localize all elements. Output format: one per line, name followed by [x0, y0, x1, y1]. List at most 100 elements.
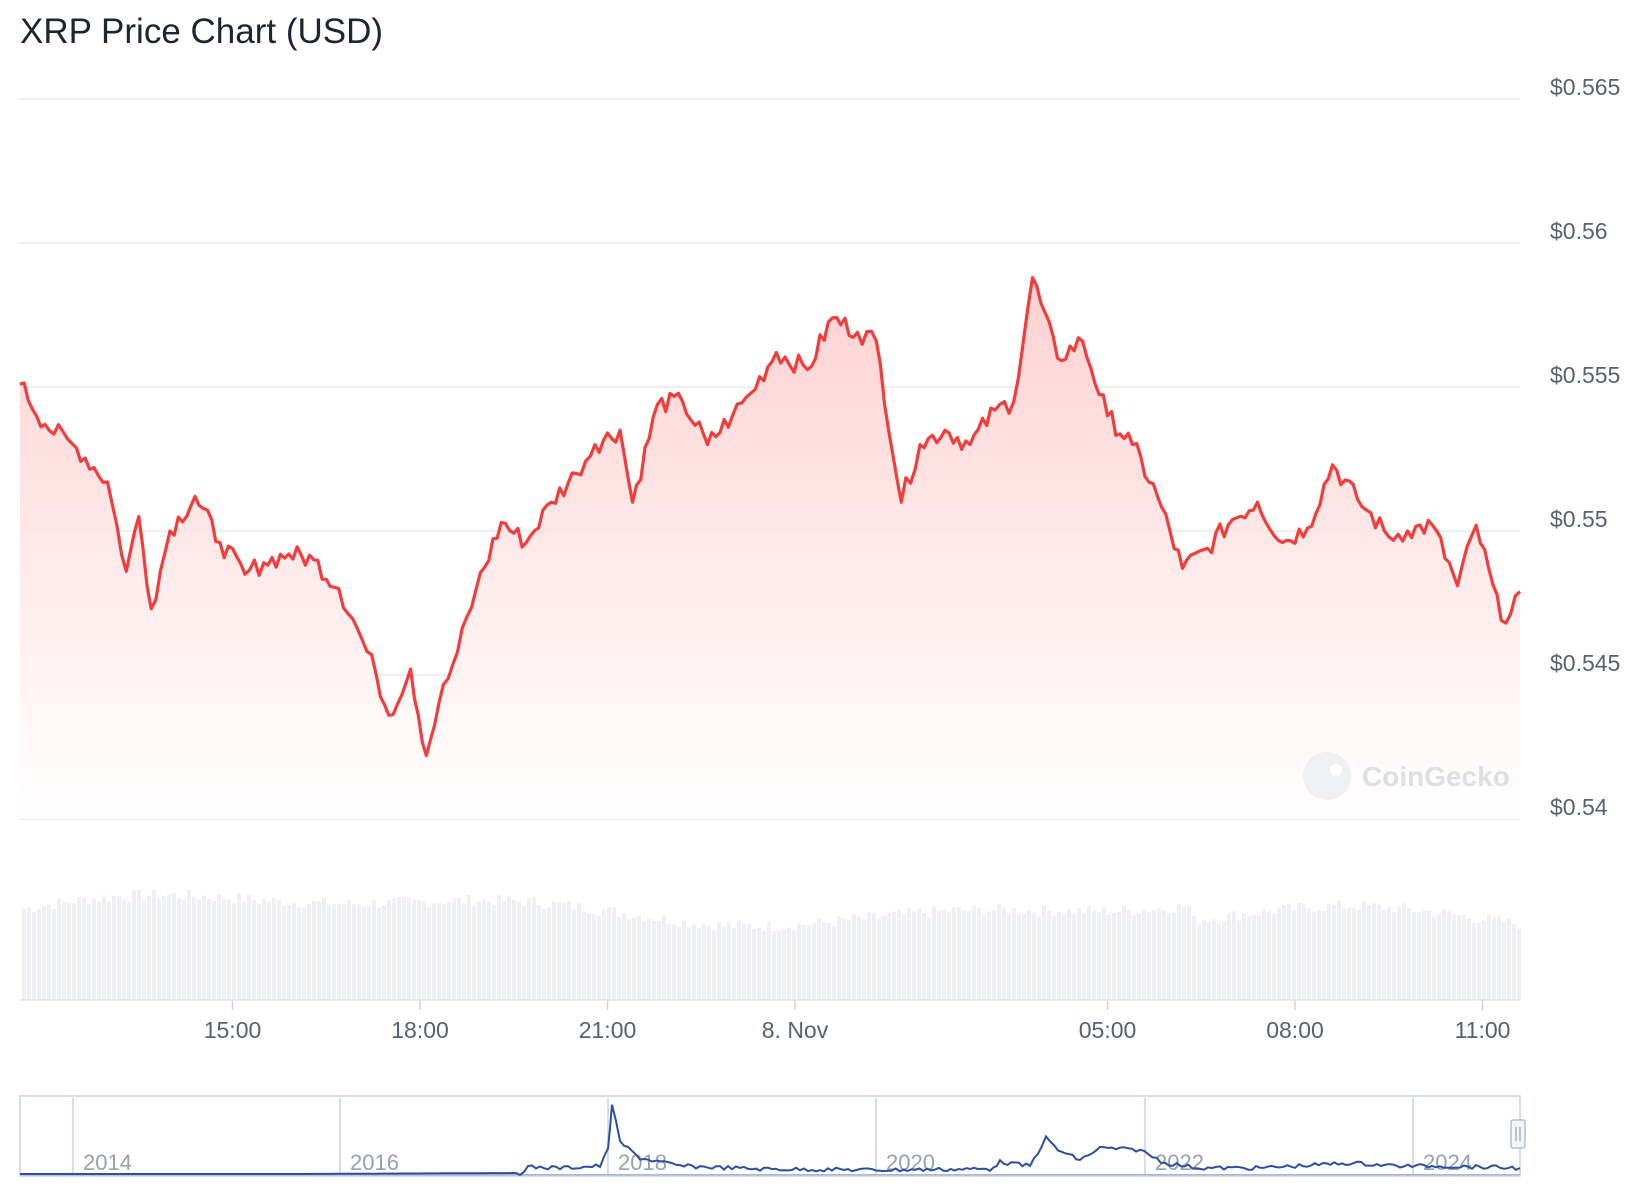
volume-bar: [477, 902, 481, 1000]
volume-bar: [1022, 913, 1026, 1000]
volume-bar: [1192, 915, 1196, 1000]
volume-bar: [127, 901, 131, 1000]
volume-bar: [462, 903, 466, 1000]
volume-bar: [1222, 921, 1226, 1000]
volume-bar: [872, 912, 876, 1000]
volume-bar: [882, 916, 886, 1000]
volume-bar: [1332, 905, 1336, 1000]
volume-bar: [1307, 908, 1311, 1000]
y-tick-label: $0.55: [1550, 506, 1608, 532]
volume-bar: [367, 906, 371, 1000]
volume-bar: [1362, 901, 1366, 1000]
volume-bar: [237, 893, 241, 1000]
volume-bar: [222, 899, 226, 1000]
volume-bar: [1422, 910, 1426, 1000]
coingecko-logo-eye: [1330, 764, 1342, 776]
volume-bar: [562, 903, 566, 1000]
price-line-path[interactable]: [19, 276, 1522, 758]
price-line[interactable]: [19, 276, 1522, 758]
volume-bar: [47, 904, 51, 1000]
volume-bar: [387, 899, 391, 1000]
volume-bar: [1452, 914, 1456, 1000]
volume-bar: [792, 930, 796, 1000]
volume-bar: [392, 898, 396, 1000]
volume-bar: [687, 927, 691, 1000]
volume-bar: [177, 897, 181, 1000]
volume-bar: [467, 894, 471, 1000]
volume-bar: [932, 906, 936, 1000]
volume-bar: [662, 915, 666, 1000]
volume-bar: [77, 896, 81, 1000]
volume-bar: [327, 905, 331, 1000]
volume-bar: [1072, 914, 1076, 1000]
volume-bar: [307, 903, 311, 1000]
volume-bar: [1257, 915, 1261, 1000]
volume-bar: [1207, 922, 1211, 1000]
volume-bar: [1177, 904, 1181, 1000]
volume-bar: [657, 921, 661, 1000]
volume-bar: [702, 924, 706, 1000]
volume-bar: [32, 911, 36, 1000]
volume-bar: [972, 905, 976, 1000]
volume-bar: [167, 894, 171, 1000]
volume-bar: [1507, 918, 1511, 1000]
volume-bar: [487, 901, 491, 1000]
volume-bar: [1317, 910, 1321, 1000]
volume-bar: [492, 905, 496, 1000]
volume-bar: [217, 893, 221, 1000]
volume-bar: [927, 917, 931, 1000]
volume-bar: [782, 929, 786, 1000]
volume-bar: [807, 925, 811, 1000]
volume-bar: [42, 906, 46, 1000]
volume-bar: [1402, 903, 1406, 1000]
volume-bar: [1377, 904, 1381, 1000]
volume-bar: [597, 915, 601, 1000]
volume-bar: [567, 901, 571, 1000]
volume-bar: [62, 901, 66, 1000]
volume-bar: [952, 907, 956, 1000]
volume-bar: [1367, 905, 1371, 1000]
y-tick-label: $0.56: [1550, 218, 1608, 244]
volume-bar: [1447, 911, 1451, 1000]
volume-bar: [152, 889, 156, 1000]
volume-bar: [502, 901, 506, 1000]
volume-bar: [902, 913, 906, 1000]
volume-bar: [457, 897, 461, 1000]
volume-bar: [947, 912, 951, 1000]
x-tick-label: 15:00: [204, 1017, 262, 1043]
x-tick-label: 18:00: [391, 1017, 449, 1043]
volume-bar: [322, 897, 326, 1000]
volume-bar: [512, 899, 516, 1000]
volume-bar: [532, 897, 536, 1000]
volume-bar: [1127, 909, 1131, 1000]
volume-bar: [262, 899, 266, 1000]
volume-bar: [717, 921, 721, 1000]
y-axis: $0.54 $0.545 $0.55 $0.555 $0.56 $0.565: [1550, 74, 1620, 820]
volume-bar: [1372, 903, 1376, 1000]
volume-bar: [622, 913, 626, 1000]
volume-bar: [1032, 912, 1036, 1000]
volume-bar: [377, 907, 381, 1000]
x-tick-label: 05:00: [1079, 1017, 1137, 1043]
volume-bar: [102, 895, 106, 1000]
volume-bar: [302, 908, 306, 1000]
volume-bar: [767, 921, 771, 1000]
navigator[interactable]: 2014 2016 2018 2020 2022 2024: [19, 1095, 1526, 1177]
volume-bar: [1157, 908, 1161, 1000]
volume-bar: [407, 897, 411, 1000]
volume-bar: [757, 927, 761, 1000]
navigator-handle[interactable]: [1510, 1119, 1526, 1149]
volume-bar: [1442, 909, 1446, 1000]
navigator-series: [20, 1104, 1521, 1177]
volume-bar: [852, 914, 856, 1000]
volume-bar: [1287, 903, 1291, 1000]
volume-bar: [282, 905, 286, 1000]
volume-bar: [1407, 908, 1411, 1000]
volume-bar: [1492, 917, 1496, 1000]
volume-bar: [132, 890, 136, 1000]
y-tick-label: $0.565: [1550, 74, 1620, 100]
volume-bar: [87, 904, 91, 1000]
volume-bar: [577, 902, 581, 1000]
navigator-tick-label: 2018: [618, 1150, 667, 1175]
